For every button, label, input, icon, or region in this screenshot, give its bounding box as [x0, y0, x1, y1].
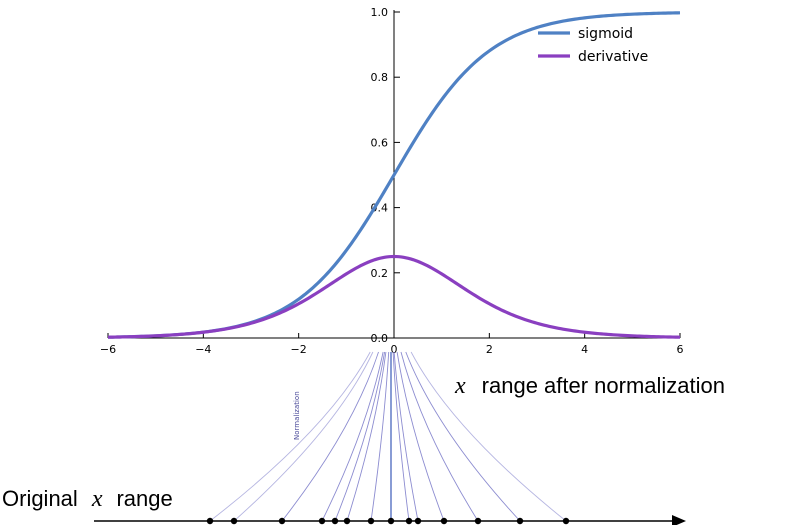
y-ticks: 0.00.20.40.60.81.0 — [371, 6, 400, 345]
caption-after-text: range after normalization — [482, 373, 725, 398]
original-point — [230, 517, 238, 525]
x-tick-label: −6 — [100, 343, 116, 356]
y-tick-label: 0.6 — [371, 136, 389, 149]
caption-after-x: x — [454, 373, 466, 399]
x-tick-label: −4 — [195, 343, 211, 356]
mapping-line — [405, 351, 521, 522]
plot-axes: −6 −4 −2 0 2 4 6 0.00.20.40.60.81.0 — [100, 6, 684, 356]
original-point — [474, 517, 482, 525]
original-point — [387, 517, 395, 525]
original-axis-arrow-icon — [672, 515, 686, 525]
mapping-line — [396, 351, 445, 522]
legend-label-sigmoid: sigmoid — [578, 26, 633, 42]
original-point — [414, 517, 422, 525]
mapping-line — [410, 351, 567, 522]
mapping-line — [321, 351, 384, 522]
x-tick-label: 0 — [391, 343, 398, 356]
x-ticks: −6 −4 −2 0 2 4 6 — [100, 333, 684, 356]
mapping-line — [370, 351, 390, 522]
legend: sigmoid derivative — [538, 26, 648, 65]
original-point — [562, 517, 570, 525]
original-point — [278, 517, 286, 525]
y-tick-label: 0.0 — [371, 332, 389, 345]
original-point — [318, 517, 326, 525]
x-tick-label: 2 — [486, 343, 493, 356]
y-tick-label: 1.0 — [371, 6, 389, 19]
mapping-line — [233, 351, 374, 522]
original-point — [331, 517, 339, 525]
caption-original-range: Original x range — [2, 486, 173, 512]
original-point — [516, 517, 524, 525]
mapping-line — [393, 351, 419, 522]
normalization-label: Normalization — [293, 391, 301, 440]
normalization-mapping-lines — [209, 351, 567, 522]
mapping-line — [209, 351, 371, 522]
y-tick-label: 0.2 — [371, 267, 389, 280]
y-tick-label: 0.8 — [371, 71, 389, 84]
original-point — [343, 517, 351, 525]
mapping-line — [281, 351, 379, 522]
original-point — [367, 517, 375, 525]
caption-original-text: Original — [2, 486, 78, 511]
original-point — [405, 517, 413, 525]
legend-label-derivative: derivative — [578, 49, 648, 65]
x-tick-label: 4 — [581, 343, 588, 356]
mapping-line — [400, 351, 479, 522]
mapping-line — [334, 351, 386, 522]
x-tick-label: 6 — [677, 343, 684, 356]
x-tick-label: −2 — [291, 343, 307, 356]
derivative-curve — [107, 254, 681, 339]
caption-original-suffix: range — [116, 486, 172, 511]
original-points — [206, 517, 570, 525]
original-point — [206, 517, 214, 525]
caption-after-normalization: x range after normalization — [454, 373, 725, 399]
caption-original-x: x — [91, 486, 103, 512]
mapping-line — [346, 351, 387, 522]
mapping-line — [392, 351, 410, 522]
original-point — [440, 517, 448, 525]
